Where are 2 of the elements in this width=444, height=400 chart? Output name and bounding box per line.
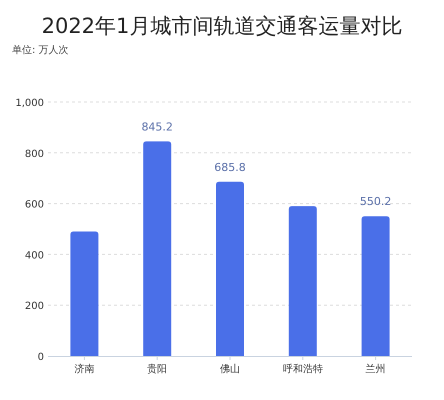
ylabel: 单位: 万人次 [12,45,69,56]
title: 2022年1月城市间轨道交通客运量对比 [42,14,402,38]
